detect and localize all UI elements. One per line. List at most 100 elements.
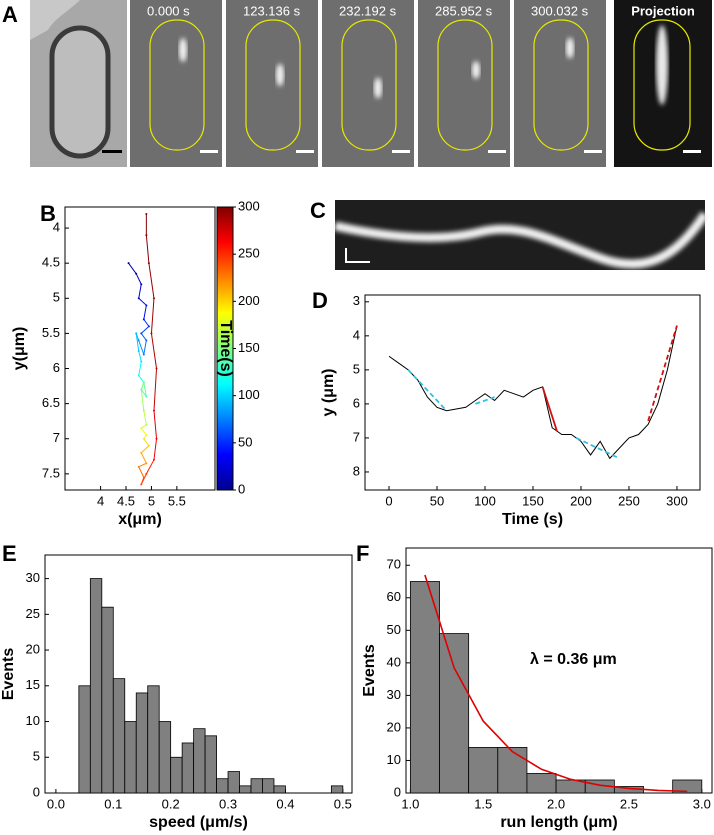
y-tick-label: 6	[53, 360, 60, 375]
trajectory-segment	[140, 452, 147, 464]
x-axis-label: speed (μm/s)	[149, 814, 248, 831]
histogram-bar	[170, 756, 183, 794]
cell-contour	[437, 19, 493, 151]
histogram-bar	[204, 735, 217, 794]
colorbar-tick-label: 300	[238, 198, 260, 213]
histogram-bar	[497, 747, 528, 794]
trajectory-point	[152, 409, 155, 412]
y-tick-label: 10	[387, 752, 401, 767]
y-tick-label: 10	[26, 713, 40, 728]
trajectory-point	[145, 434, 148, 437]
trajectory-point	[147, 325, 150, 328]
chart: D 0 50 100 150 200 250 300 3 4 5 6 7 8 Time (s) y (μm)	[312, 288, 701, 528]
chart: E 0.0 0.1 0.2 0.3 0.4 0.5 0 5 10 15 20 25 30 speed (μm…	[0, 541, 353, 831]
x-tick-label: 4.5	[117, 493, 135, 508]
panel-label: A	[2, 2, 18, 27]
histogram-bar	[468, 747, 499, 794]
cell-contour	[533, 19, 589, 151]
trajectory-segment	[140, 389, 145, 411]
x-tick-label: 150	[522, 493, 544, 508]
histogram-bar	[409, 581, 440, 794]
trajectory-segment	[135, 273, 142, 285]
plot-frame	[64, 206, 216, 491]
trajectory-segment	[138, 462, 147, 468]
y-tick-label: 0	[394, 784, 401, 799]
trajectory-point	[152, 297, 155, 300]
cell-contour	[245, 19, 301, 151]
trajectory-segment	[138, 340, 145, 355]
trajectory-point	[147, 262, 150, 265]
frame-time: 232.192 s	[339, 3, 397, 18]
histogram-bar	[112, 678, 126, 794]
plot-frame	[364, 294, 701, 491]
trajectory-point	[140, 427, 143, 430]
histogram-bar	[147, 685, 160, 794]
trajectory-segment	[153, 368, 158, 411]
x-tick-label: 1.0	[401, 796, 419, 811]
scale-bar	[200, 150, 218, 153]
series-line	[575, 437, 620, 460]
trajectory-point	[142, 318, 145, 321]
y-tick-label: 8	[353, 463, 360, 478]
scale-bar	[392, 150, 410, 153]
frame-image	[226, 0, 318, 167]
trajectory-segment	[138, 284, 142, 299]
histogram-bar	[526, 773, 557, 794]
trajectory-segment	[140, 326, 150, 334]
trajectory-segment	[138, 375, 145, 383]
trajectory-point	[137, 339, 140, 342]
histogram-bar	[135, 692, 149, 794]
frame-time: 123.136 s	[243, 3, 301, 18]
colorbar-tick-label: 50	[238, 434, 252, 449]
series-line	[541, 386, 558, 432]
chart: F 1.0 1.5 2.0 2.5 3.0 0 10 20 30 40 50 60 70 run lengt…	[356, 541, 713, 831]
x-tick-label: 0.0	[47, 796, 65, 811]
y-tick-label: 5	[53, 290, 60, 305]
panel-label: F	[356, 541, 369, 566]
trajectory-point	[140, 451, 143, 454]
x-tick-label: 5	[148, 493, 155, 508]
frame-time: 285.952 s	[435, 3, 493, 18]
colorbar-tick-label: 250	[238, 246, 260, 261]
cell-contour	[149, 19, 205, 151]
trajectory-point	[137, 374, 140, 377]
colorbar-tick-label: 100	[238, 387, 260, 402]
histogram-bar	[78, 685, 91, 794]
cell-contour	[341, 19, 397, 151]
trajectory-point	[152, 458, 155, 461]
histogram-bar	[227, 771, 240, 794]
colorbar-tick-label: 0	[238, 481, 245, 496]
x-tick-label: 2.5	[620, 796, 638, 811]
y-tick-label: 5.5	[42, 325, 60, 340]
colorbar-tick-label: 200	[238, 293, 260, 308]
panel-label: D	[312, 288, 328, 313]
y-tick-label: 30	[387, 687, 401, 702]
y-tick-label: 6	[353, 395, 360, 410]
trajectory-segment	[143, 305, 147, 320]
trajectory-segment	[153, 438, 158, 460]
histogram-bar	[672, 779, 703, 794]
histogram-bar	[158, 721, 172, 794]
trajectory-point	[145, 395, 148, 398]
trajectory-segment	[150, 333, 158, 369]
y-tick-label: 60	[387, 589, 401, 604]
trajectory-point	[145, 234, 148, 237]
histogram-bar	[439, 633, 470, 794]
y-axis-label: Events	[0, 648, 17, 701]
trajectory-segment	[140, 389, 147, 397]
frame-row: 0.000 s 123.136 s 232.192 s 285.952 s 300.03…	[130, 0, 712, 167]
y-axis-label: y(μm)	[11, 327, 28, 371]
trajectory-segment	[140, 473, 147, 485]
scale-bar	[102, 150, 122, 153]
trajectory-segment	[150, 298, 155, 334]
x-tick-label: 0.3	[219, 796, 237, 811]
histogram-bar	[273, 785, 286, 794]
trajectory-point	[137, 465, 140, 468]
trajectory-point	[145, 462, 148, 465]
projection-track	[656, 25, 668, 105]
trajectory-point	[147, 444, 150, 447]
series-line	[388, 325, 678, 460]
histogram-bar	[124, 721, 137, 794]
